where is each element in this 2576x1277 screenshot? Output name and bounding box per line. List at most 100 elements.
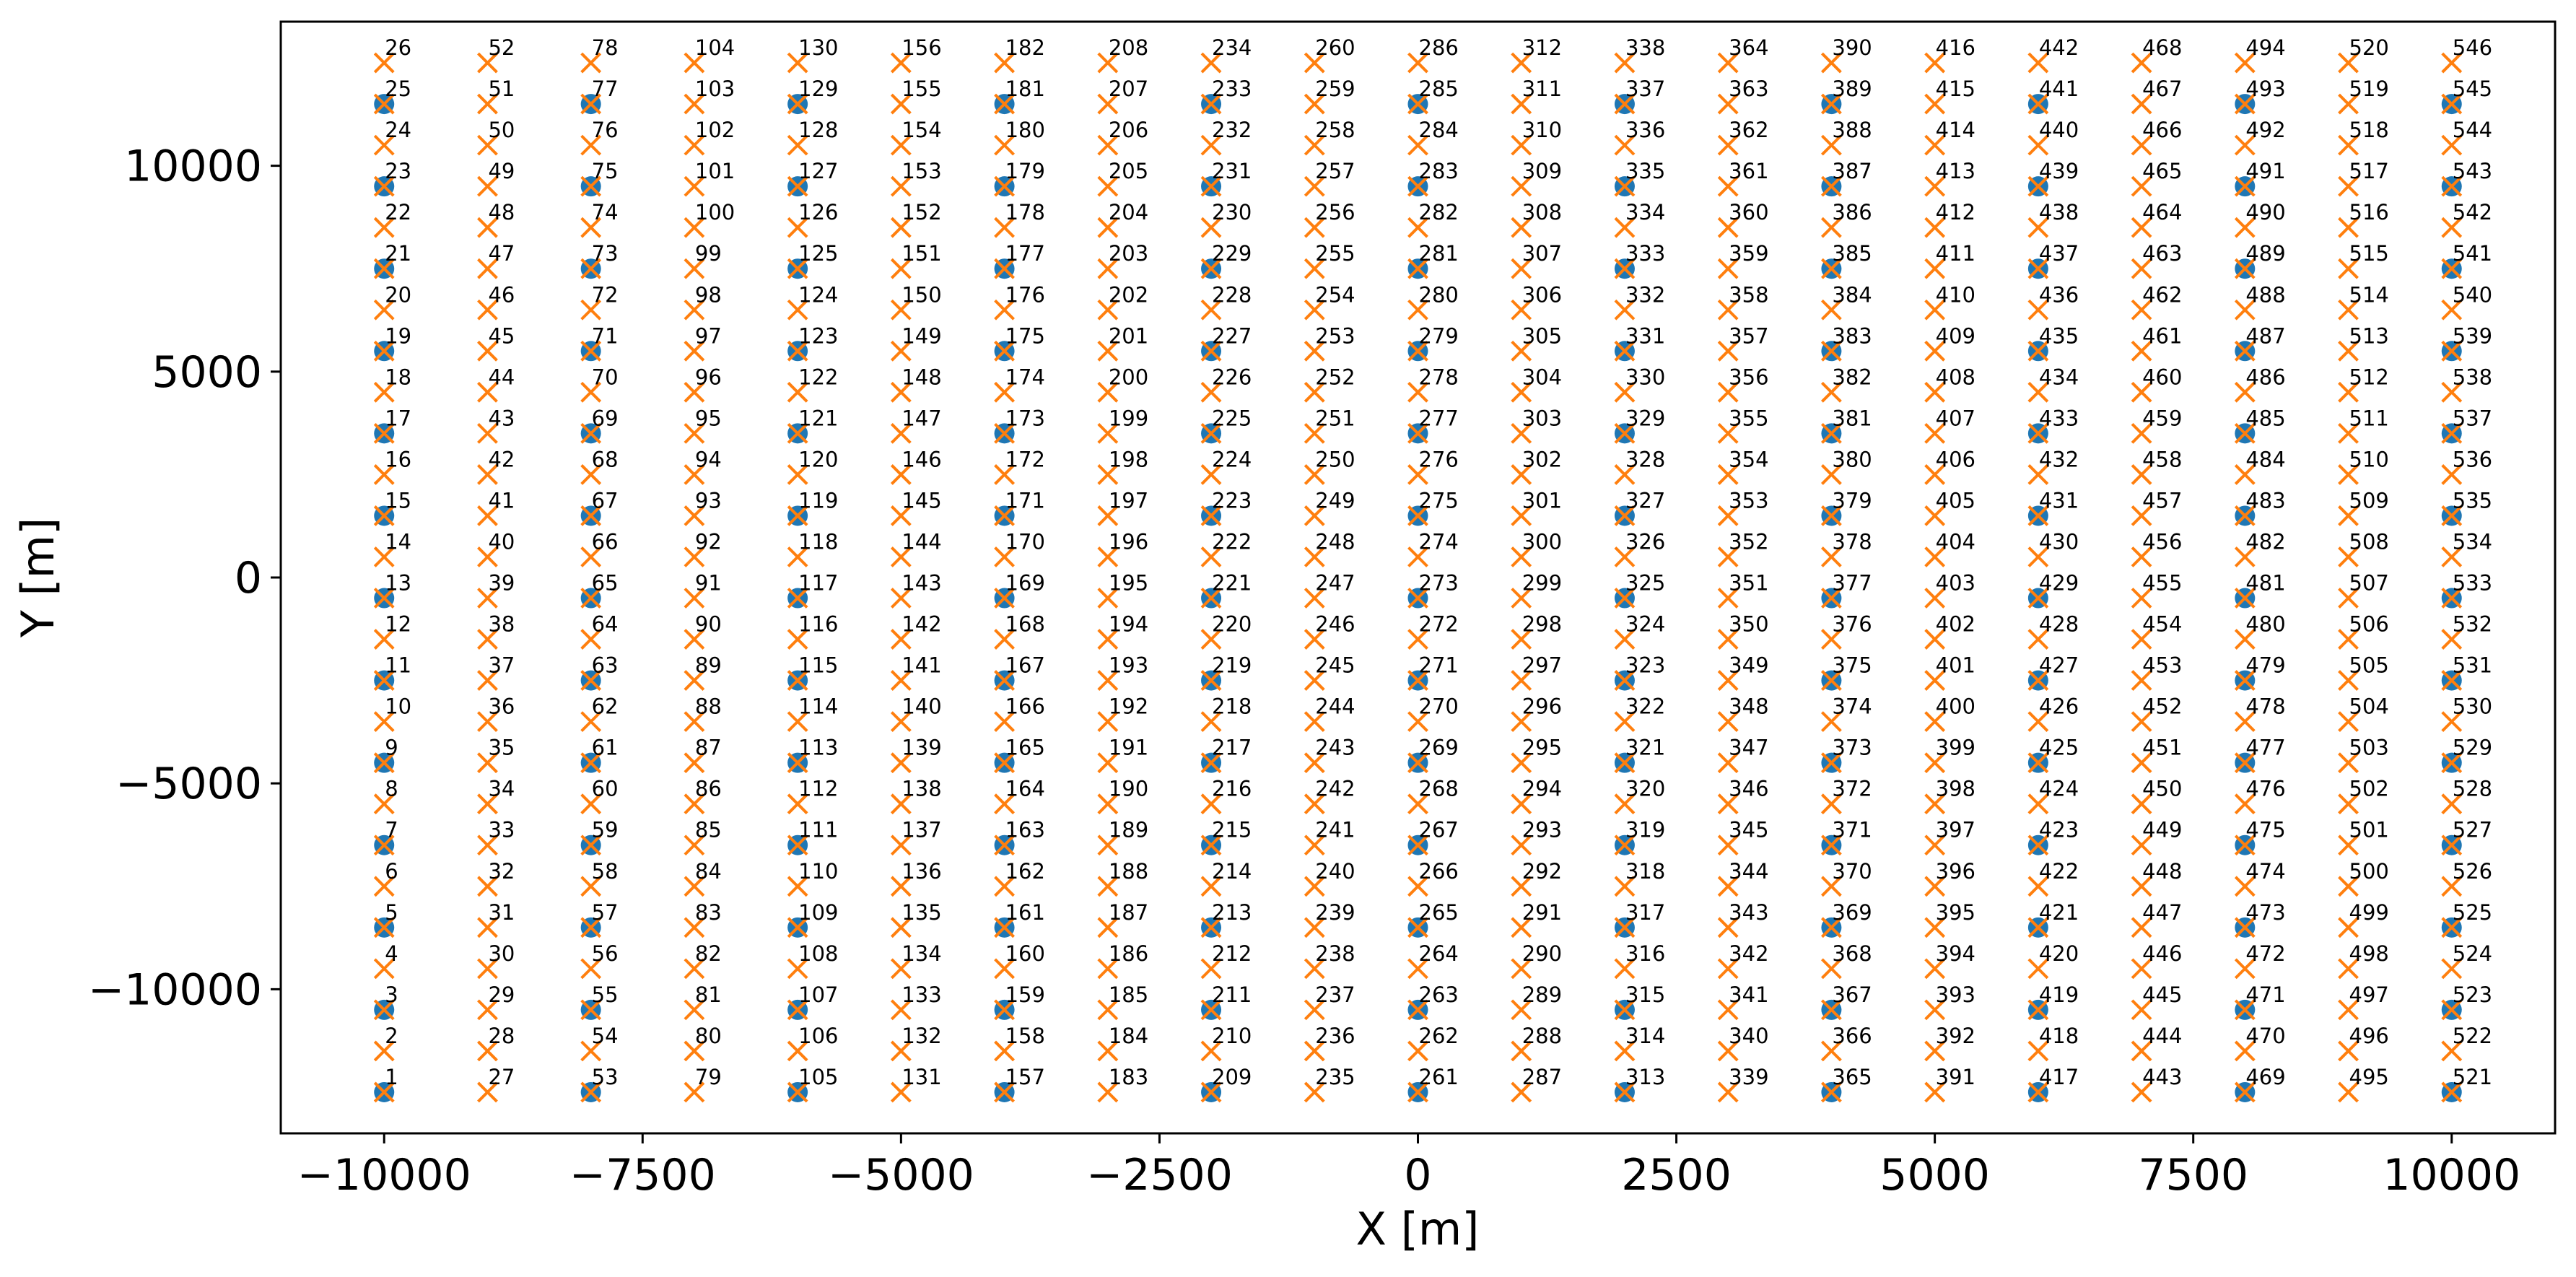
- cross-point: [787, 340, 808, 362]
- point-label: 471: [2245, 982, 2285, 1007]
- point-label: 126: [798, 200, 838, 225]
- point-label: 53: [592, 1065, 619, 1089]
- point-label: 61: [592, 736, 619, 760]
- cross-point: [684, 876, 705, 897]
- cross-point: [1511, 876, 1532, 897]
- point-label: 277: [1419, 406, 1459, 430]
- point-label: 511: [2349, 406, 2389, 430]
- point-label: 178: [1005, 200, 1045, 225]
- cross-point: [2441, 752, 2463, 774]
- cross-point: [580, 1081, 602, 1103]
- cross-point: [1097, 217, 1119, 238]
- cross-point: [1614, 422, 1636, 444]
- point-label: 272: [1419, 612, 1459, 637]
- cross-point: [2131, 834, 2152, 856]
- point-label: 242: [1315, 777, 1355, 801]
- point-label: 383: [1832, 323, 1872, 348]
- cross-point: [477, 1040, 498, 1062]
- point-label: 219: [1212, 653, 1252, 678]
- point-label: 448: [2142, 859, 2182, 884]
- cross-point: [2131, 299, 2152, 321]
- cross-point: [2131, 505, 2152, 526]
- cross-point: [1614, 52, 1636, 74]
- cross-point: [684, 299, 705, 321]
- cross-point: [2234, 711, 2256, 733]
- cross-point: [1717, 793, 1739, 815]
- point-label: 391: [1936, 1065, 1975, 1089]
- cross-point: [1097, 711, 1119, 733]
- point-label: 443: [2142, 1065, 2182, 1089]
- cross-point: [1097, 752, 1119, 774]
- cross-point: [1924, 876, 1946, 897]
- point-label: 10: [385, 694, 411, 719]
- cross-point: [2027, 752, 2049, 774]
- point-label: 127: [798, 159, 838, 183]
- point-label: 500: [2349, 859, 2389, 884]
- point-label: 18: [385, 365, 411, 389]
- point-label: 31: [488, 900, 515, 925]
- cross-point: [994, 1040, 1016, 1062]
- cross-point: [787, 381, 808, 403]
- cross-point: [994, 958, 1016, 980]
- point-label: 311: [1522, 77, 1562, 101]
- cross-point: [580, 422, 602, 444]
- point-label: 524: [2453, 941, 2492, 966]
- cross-point: [1407, 299, 1428, 321]
- cross-point: [2027, 793, 2049, 815]
- cross-point: [580, 299, 602, 321]
- cross-point: [2027, 175, 2049, 197]
- point-label: 356: [1729, 365, 1768, 389]
- point-label: 466: [2142, 118, 2182, 142]
- point-label: 375: [1832, 653, 1872, 678]
- cross-point: [2234, 422, 2256, 444]
- cross-point: [994, 175, 1016, 197]
- point-label: 8: [385, 777, 398, 801]
- cross-point: [1924, 629, 1946, 650]
- point-label: 203: [1109, 241, 1148, 266]
- x-tick-label: −10000: [297, 1150, 471, 1200]
- cross-point: [477, 546, 498, 567]
- point-label: 155: [901, 77, 941, 101]
- point-label: 180: [1005, 118, 1045, 142]
- cross-point: [1820, 999, 1842, 1021]
- cross-point: [373, 793, 395, 815]
- point-label: 14: [385, 529, 411, 554]
- point-label: 198: [1109, 447, 1148, 471]
- cross-point: [1820, 752, 1842, 774]
- cross-point: [1304, 834, 1325, 856]
- cross-point: [477, 463, 498, 485]
- cross-point: [2441, 588, 2463, 609]
- cross-point: [1511, 588, 1532, 609]
- cross-point: [1717, 93, 1739, 115]
- point-label: 370: [1832, 859, 1872, 884]
- cross-point: [2234, 463, 2256, 485]
- point-label: 290: [1522, 941, 1562, 966]
- point-label: 204: [1109, 200, 1148, 225]
- cross-point: [1304, 793, 1325, 815]
- point-label: 235: [1315, 1065, 1355, 1089]
- cross-point: [1614, 711, 1636, 733]
- point-label: 258: [1315, 118, 1355, 142]
- point-label: 452: [2142, 694, 2182, 719]
- point-label: 231: [1212, 159, 1252, 183]
- point-label: 75: [592, 159, 619, 183]
- point-label: 303: [1522, 406, 1562, 430]
- cross-point: [1304, 670, 1325, 692]
- cross-point: [2131, 175, 2152, 197]
- cross-point: [2131, 340, 2152, 362]
- cross-point: [1924, 175, 1946, 197]
- point-label: 309: [1522, 159, 1562, 183]
- point-label: 400: [1936, 694, 1975, 719]
- cross-point: [1614, 670, 1636, 692]
- cross-point: [2338, 258, 2359, 279]
- cross-point: [1717, 1081, 1739, 1103]
- cross-point: [1820, 588, 1842, 609]
- point-label: 338: [1625, 35, 1665, 60]
- cross-point: [2027, 629, 2049, 650]
- cross-point: [1511, 52, 1532, 74]
- point-label: 239: [1315, 900, 1355, 925]
- point-label: 12: [385, 612, 411, 637]
- point-label: 393: [1936, 982, 1975, 1007]
- cross-point: [1511, 546, 1532, 567]
- point-label: 444: [2142, 1024, 2182, 1048]
